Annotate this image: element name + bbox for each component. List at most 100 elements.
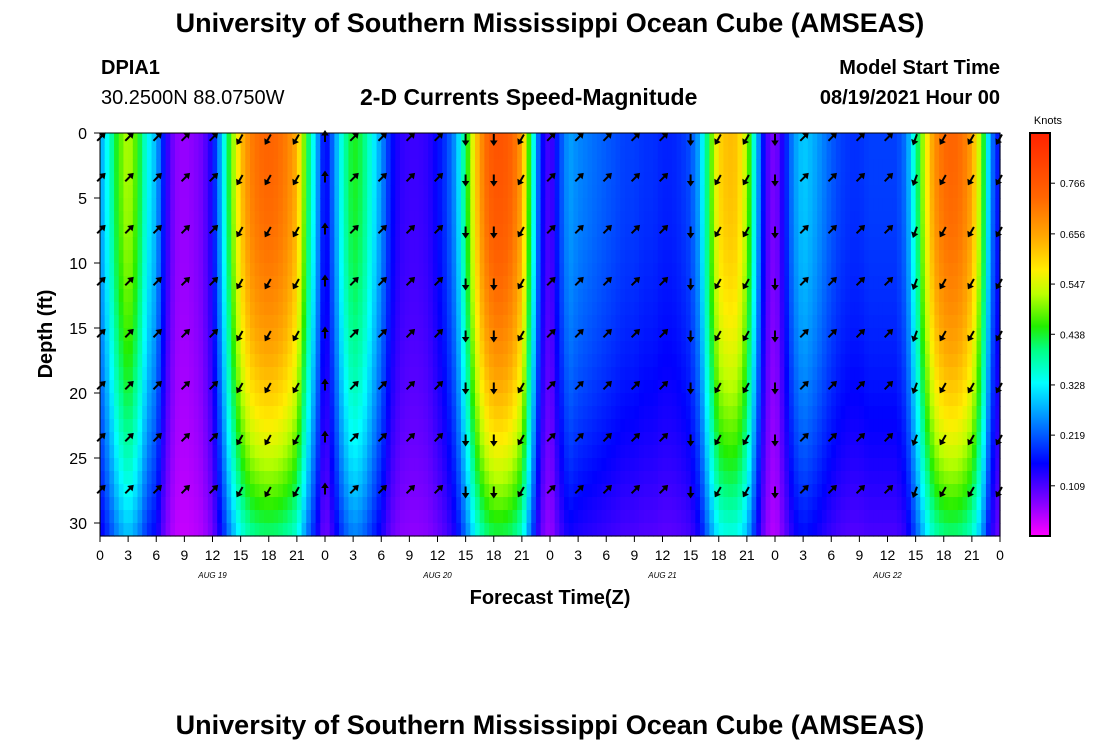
heatmap-cell xyxy=(625,237,631,251)
heatmap-cell xyxy=(737,445,743,459)
heatmap-cell xyxy=(648,380,654,394)
heatmap-cell xyxy=(146,198,153,212)
heatmap-cell xyxy=(296,484,303,498)
heatmap-cell xyxy=(160,523,167,537)
heatmap-cell xyxy=(779,185,785,199)
heatmap-cell xyxy=(306,497,312,511)
heatmap-cell xyxy=(685,133,692,147)
heatmap-cell xyxy=(325,510,331,524)
heatmap-cell xyxy=(826,315,832,329)
heatmap-cell xyxy=(250,393,256,407)
heatmap-cell xyxy=(503,445,509,459)
heatmap-cell xyxy=(503,484,509,498)
heatmap-cell xyxy=(695,354,701,368)
heatmap-cell xyxy=(648,406,654,420)
heatmap-cell xyxy=(475,146,481,160)
heatmap-cell xyxy=(268,289,275,303)
heatmap-cell xyxy=(414,302,420,316)
heatmap-cell xyxy=(554,211,560,225)
heatmap-cell xyxy=(695,237,701,251)
heatmap-cell xyxy=(217,289,223,303)
heatmap-cell xyxy=(250,237,256,251)
heatmap-cell xyxy=(151,341,157,355)
heatmap-cell xyxy=(310,146,317,160)
heatmap-cell xyxy=(690,445,696,459)
station-id: DPIA1 xyxy=(101,57,160,79)
heatmap-cell xyxy=(231,263,237,277)
heatmap-cell xyxy=(160,432,167,446)
heatmap-cell xyxy=(540,211,546,225)
heatmap-cell xyxy=(156,172,162,186)
heatmap-cell xyxy=(339,445,345,459)
heatmap-cell xyxy=(259,445,265,459)
heatmap-cell xyxy=(550,159,556,173)
heatmap-cell xyxy=(151,328,157,342)
heatmap-cell xyxy=(292,289,298,303)
heatmap-cell xyxy=(128,211,134,225)
heatmap-cell xyxy=(582,484,589,498)
heatmap-cell xyxy=(240,471,246,485)
heatmap-cell xyxy=(320,445,326,459)
heatmap-cell xyxy=(760,432,767,446)
heatmap-cell xyxy=(353,445,359,459)
heatmap-cell xyxy=(296,419,303,433)
heatmap-cell xyxy=(292,263,298,277)
heatmap-cell xyxy=(325,146,331,160)
heatmap-cell xyxy=(254,380,260,394)
heatmap-cell xyxy=(789,211,795,225)
heatmap-cell xyxy=(451,263,457,277)
heatmap-cell xyxy=(714,328,720,342)
heatmap-cell xyxy=(568,341,575,355)
heatmap-cell xyxy=(123,159,129,173)
heatmap-cell xyxy=(535,432,542,446)
heatmap-cell xyxy=(479,302,485,316)
heatmap-cell xyxy=(151,250,157,264)
heatmap-cell xyxy=(592,198,598,212)
heatmap-cell xyxy=(175,380,181,394)
heatmap-cell xyxy=(203,276,209,290)
heatmap-cell xyxy=(821,315,828,329)
heatmap-cell xyxy=(287,302,293,316)
heatmap-cell xyxy=(700,341,706,355)
heatmap-cell xyxy=(709,198,715,212)
heatmap-cell xyxy=(128,354,134,368)
heatmap-cell xyxy=(732,393,739,407)
heatmap-cell xyxy=(784,471,790,485)
heatmap-cell xyxy=(531,302,537,316)
heatmap-cell xyxy=(404,159,410,173)
heatmap-cell xyxy=(507,198,514,212)
heatmap-cell xyxy=(390,211,396,225)
heatmap-cell xyxy=(601,471,607,485)
heatmap-cell xyxy=(170,523,176,537)
heatmap-cell xyxy=(671,471,678,485)
heatmap-cell xyxy=(789,263,795,277)
heatmap-cell xyxy=(235,315,242,329)
heatmap-cell xyxy=(746,133,753,147)
heatmap-cell xyxy=(662,393,668,407)
heatmap-cell xyxy=(292,224,298,238)
heatmap-cell xyxy=(235,406,242,420)
heatmap-cell xyxy=(339,341,345,355)
heatmap-cell xyxy=(568,367,575,381)
heatmap-cell xyxy=(160,367,167,381)
heatmap-cell xyxy=(470,250,476,264)
heatmap-cell xyxy=(639,432,645,446)
heatmap-cell xyxy=(226,419,232,433)
heatmap-cell xyxy=(353,406,359,420)
heatmap-cell xyxy=(714,367,720,381)
heatmap-cell xyxy=(746,458,753,472)
heatmap-cell xyxy=(798,172,804,186)
heatmap-cell xyxy=(634,263,640,277)
heatmap-cell xyxy=(320,510,326,524)
heatmap-cell xyxy=(629,185,635,199)
heatmap-cell xyxy=(268,510,275,524)
heatmap-cell xyxy=(137,198,143,212)
heatmap-cell xyxy=(545,341,551,355)
heatmap-cell xyxy=(207,523,214,537)
heatmap-cell xyxy=(681,497,687,511)
heatmap-cell xyxy=(114,497,120,511)
heatmap-cell xyxy=(142,380,148,394)
heatmap-cell xyxy=(460,367,467,381)
heatmap-cell xyxy=(517,211,523,225)
heatmap-cell xyxy=(432,419,439,433)
